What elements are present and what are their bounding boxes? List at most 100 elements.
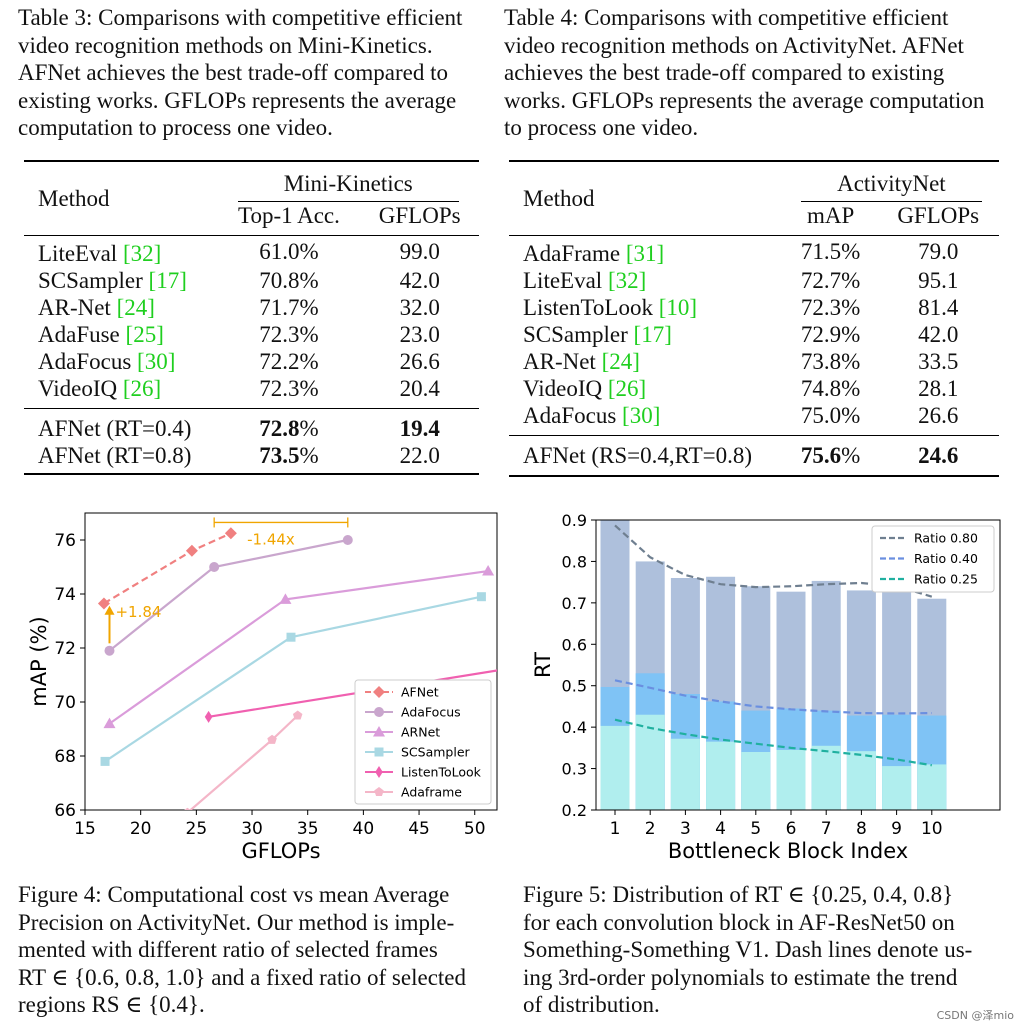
table-row-ours: AFNet (RS=0.4,RT=0.8) 75.6% 24.6	[509, 436, 999, 476]
citation-link[interactable]: [10]	[658, 295, 698, 320]
caption-line: Table 4: Comparisons with competitive ef…	[504, 5, 949, 30]
method-name: VideoIQ	[523, 376, 608, 401]
cell-acc-bold: 73.5	[259, 443, 300, 468]
legend-label: Ratio 0.25	[914, 572, 978, 587]
trend-line	[614, 718, 932, 767]
percent-sign: %	[841, 443, 861, 468]
citation-link[interactable]: [32]	[607, 268, 647, 293]
caption-line: video recognition methods on ActivityNet…	[504, 32, 964, 58]
citation-link[interactable]: [24]	[601, 349, 640, 374]
table-row: AdaFrame [31] 71.5% 79.0	[509, 236, 999, 268]
method-name: SCSampler	[38, 268, 149, 293]
x-tick-label: 4	[715, 819, 726, 839]
citation-link[interactable]: [30]	[137, 349, 176, 374]
method-name: AdaFocus	[38, 349, 138, 374]
y-tick-label: 0.4	[562, 718, 587, 737]
method-name: AR-Net	[38, 295, 117, 320]
cell-gflops-bold: 19.4	[399, 416, 440, 441]
data-point	[292, 710, 303, 720]
y-tick-label: 0.2	[562, 801, 587, 820]
caption-line: ing 3rd-order polynomials to estimate th…	[523, 964, 958, 990]
cell-map: 72.3%	[800, 295, 861, 320]
cell-acc: 61.0%	[259, 239, 319, 264]
method-name: LiteEval	[523, 268, 608, 293]
y-axis-label: RT	[531, 652, 555, 678]
percent-sign: %	[299, 416, 319, 441]
plot-frame	[595, 519, 1001, 811]
caption-line: RT ∈ {0.6, 0.8, 1.0} and a fixed ratio o…	[18, 964, 466, 990]
cell-gflops: 99.0	[399, 239, 440, 264]
cell-gflops: 32.0	[399, 295, 440, 320]
cell-acc: 72.3%	[259, 376, 319, 401]
caption-line: computation to process one video.	[18, 115, 333, 140]
table-row: AdaFuse [25] 72.3% 23.0	[24, 321, 479, 348]
cell-map: 74.8%	[800, 376, 861, 401]
caption-line: Table 3: Comparisons with competitive ef…	[18, 5, 463, 30]
cell-gflops: 42.0	[399, 268, 440, 293]
legend-marker	[375, 766, 383, 778]
data-point	[209, 562, 220, 572]
cell-gflops: 22.0	[399, 443, 440, 468]
x-tick-label: 3	[680, 819, 691, 839]
caption-line: regions RS ∈ {0.4}.	[18, 992, 205, 1017]
y-tick-label: 0.9	[562, 511, 587, 530]
citation-link[interactable]: [31]	[625, 241, 665, 266]
method-name: SCSampler	[523, 322, 634, 347]
data-point	[224, 527, 237, 540]
cell-gflops: 20.4	[399, 376, 440, 401]
annotation-label: +1.84	[115, 603, 161, 621]
table-row: ListenToLook [10] 72.3% 81.4	[509, 294, 999, 321]
y-tick-label: 72	[54, 639, 76, 659]
trend-line	[614, 679, 932, 715]
legend-label: AdaFocus	[401, 705, 461, 720]
y-tick-label: 0.7	[562, 594, 587, 613]
x-tick-label: 15	[74, 819, 96, 839]
citation-link[interactable]: [26]	[122, 376, 162, 401]
x-tick-label: 40	[353, 819, 375, 839]
figure5-chart: 0.2 0.3 0.4 0.5 0.6 0.7 0.8 0.9 1 2 3 4 5 6 7 8 9 10 Bottl…	[531, 511, 1001, 863]
caption-line: Figure 5: Distribution of RT ∈ {0.25, 0.…	[523, 882, 954, 907]
citation-link[interactable]: [17]	[148, 268, 187, 293]
cell-map-bold: 75.6	[800, 443, 842, 468]
data-point	[103, 717, 116, 729]
header-col1: mAP	[806, 203, 855, 228]
x-tick-label: 2	[645, 819, 656, 839]
percent-sign: %	[299, 443, 319, 468]
method-name: AdaFocus	[523, 403, 623, 428]
citation-link[interactable]: [25]	[125, 322, 164, 347]
data-point	[97, 597, 110, 610]
method-name: AFNet (RT=0.8)	[38, 443, 192, 468]
data-point	[279, 593, 292, 604]
x-axis-label: Bottleneck Block Index	[668, 839, 908, 863]
bar	[670, 738, 700, 810]
legend-marker	[374, 787, 384, 797]
bar	[811, 745, 841, 810]
citation-link[interactable]: [26]	[607, 376, 647, 401]
table3: Method Mini-Kinetics Top-1 Acc. GFLOPs L…	[24, 160, 479, 475]
figure5-caption: Figure 5: Distribution of RT ∈ {0.25, 0.…	[523, 881, 1010, 1019]
x-tick-label: 7	[821, 819, 832, 839]
x-tick-label: 45	[408, 819, 430, 839]
citation-link[interactable]: [17]	[633, 322, 672, 347]
citation-link[interactable]: [24]	[116, 295, 155, 320]
trend-line	[614, 524, 933, 598]
y-tick-label: 70	[54, 693, 76, 713]
cell-gflops: 33.5	[918, 349, 959, 374]
x-tick-label: 35	[297, 819, 319, 839]
cell-gflops: 26.6	[918, 403, 959, 428]
citation-link[interactable]: [32]	[122, 241, 162, 266]
caption-line: Something-Something V1. Dash lines denot…	[523, 937, 973, 962]
data-point	[184, 807, 191, 810]
legend-box	[871, 525, 995, 593]
citation-link[interactable]: [30]	[622, 403, 661, 428]
header-col1: Top-1 Acc.	[238, 203, 340, 228]
method-name: ListenToLook	[523, 295, 659, 320]
y-tick-label: 0.6	[562, 635, 587, 654]
legend-marker	[374, 747, 384, 757]
table-row-ours: AFNet (RT=0.8) 73.5% 22.0	[24, 442, 479, 474]
y-axis-label: mAP (%)	[27, 616, 51, 707]
caption-line: video recognition methods on Mini-Kineti…	[18, 32, 433, 58]
cell-gflops-bold: 24.6	[918, 443, 959, 468]
bar	[882, 766, 912, 810]
caption-line: of distribution.	[523, 992, 660, 1017]
